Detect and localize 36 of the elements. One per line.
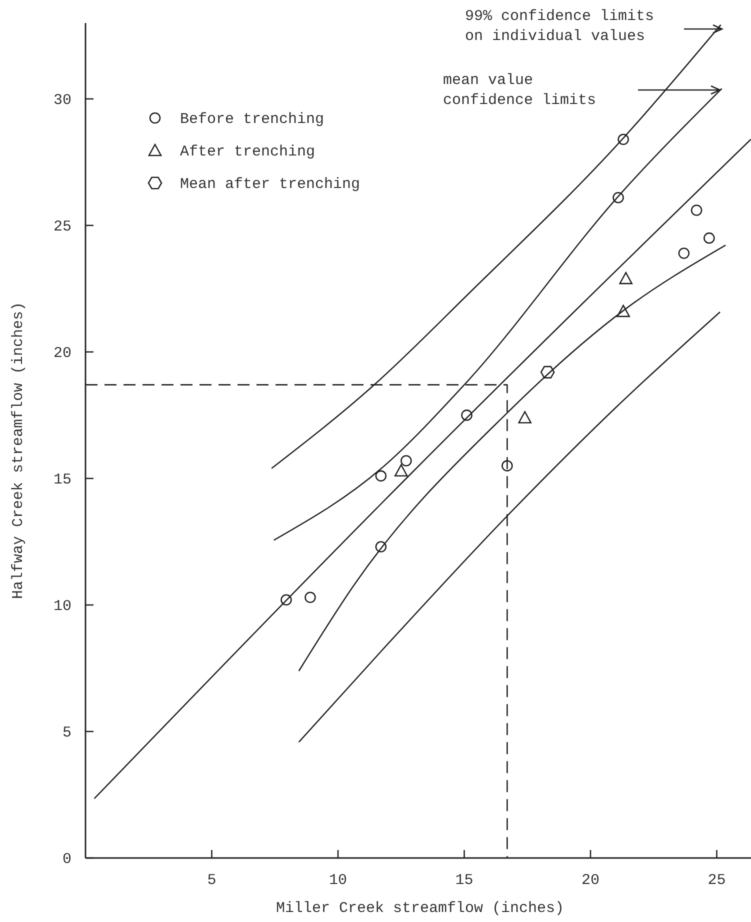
point	[618, 134, 629, 146]
point	[690, 204, 702, 216]
y-tick-label: 30	[53, 92, 72, 109]
point	[616, 304, 630, 318]
annotation: 99% confidence limits on individual values	[465, 8, 654, 45]
point	[280, 594, 292, 606]
point	[518, 411, 532, 424]
point	[394, 464, 408, 477]
legend-label: Before trenching	[180, 111, 324, 128]
legend-label: Mean after trenching	[180, 176, 360, 193]
x-axis-title: Miller Creek streamflow (inches)	[276, 900, 564, 917]
point	[540, 366, 555, 378]
point	[619, 272, 632, 284]
y-tick-label: 10	[53, 598, 72, 615]
point	[502, 460, 513, 472]
point	[375, 541, 387, 552]
x-tick-label: 10	[328, 872, 348, 889]
point	[704, 232, 715, 244]
x-tick-label: 20	[581, 872, 600, 889]
y-axis-title: Halfway Creek streamflow (inches)	[10, 302, 27, 600]
y-tick-label: 15	[53, 471, 72, 488]
y-tick-label: 0	[62, 851, 72, 868]
y-tick-label: 5	[62, 724, 72, 742]
point	[612, 192, 624, 204]
point	[304, 592, 316, 604]
point	[375, 470, 387, 482]
y-tick-label: 25	[53, 218, 72, 236]
point	[461, 410, 472, 421]
point	[678, 248, 690, 259]
annotation: mean value confidence limits	[443, 72, 596, 109]
x-tick-label: 5	[207, 872, 216, 889]
point	[400, 455, 412, 466]
legend-label: After trenching	[180, 144, 316, 160]
y-tick-label: 20	[53, 344, 72, 362]
x-tick-label: 15	[455, 872, 474, 889]
x-tick-label: 25	[708, 872, 726, 889]
